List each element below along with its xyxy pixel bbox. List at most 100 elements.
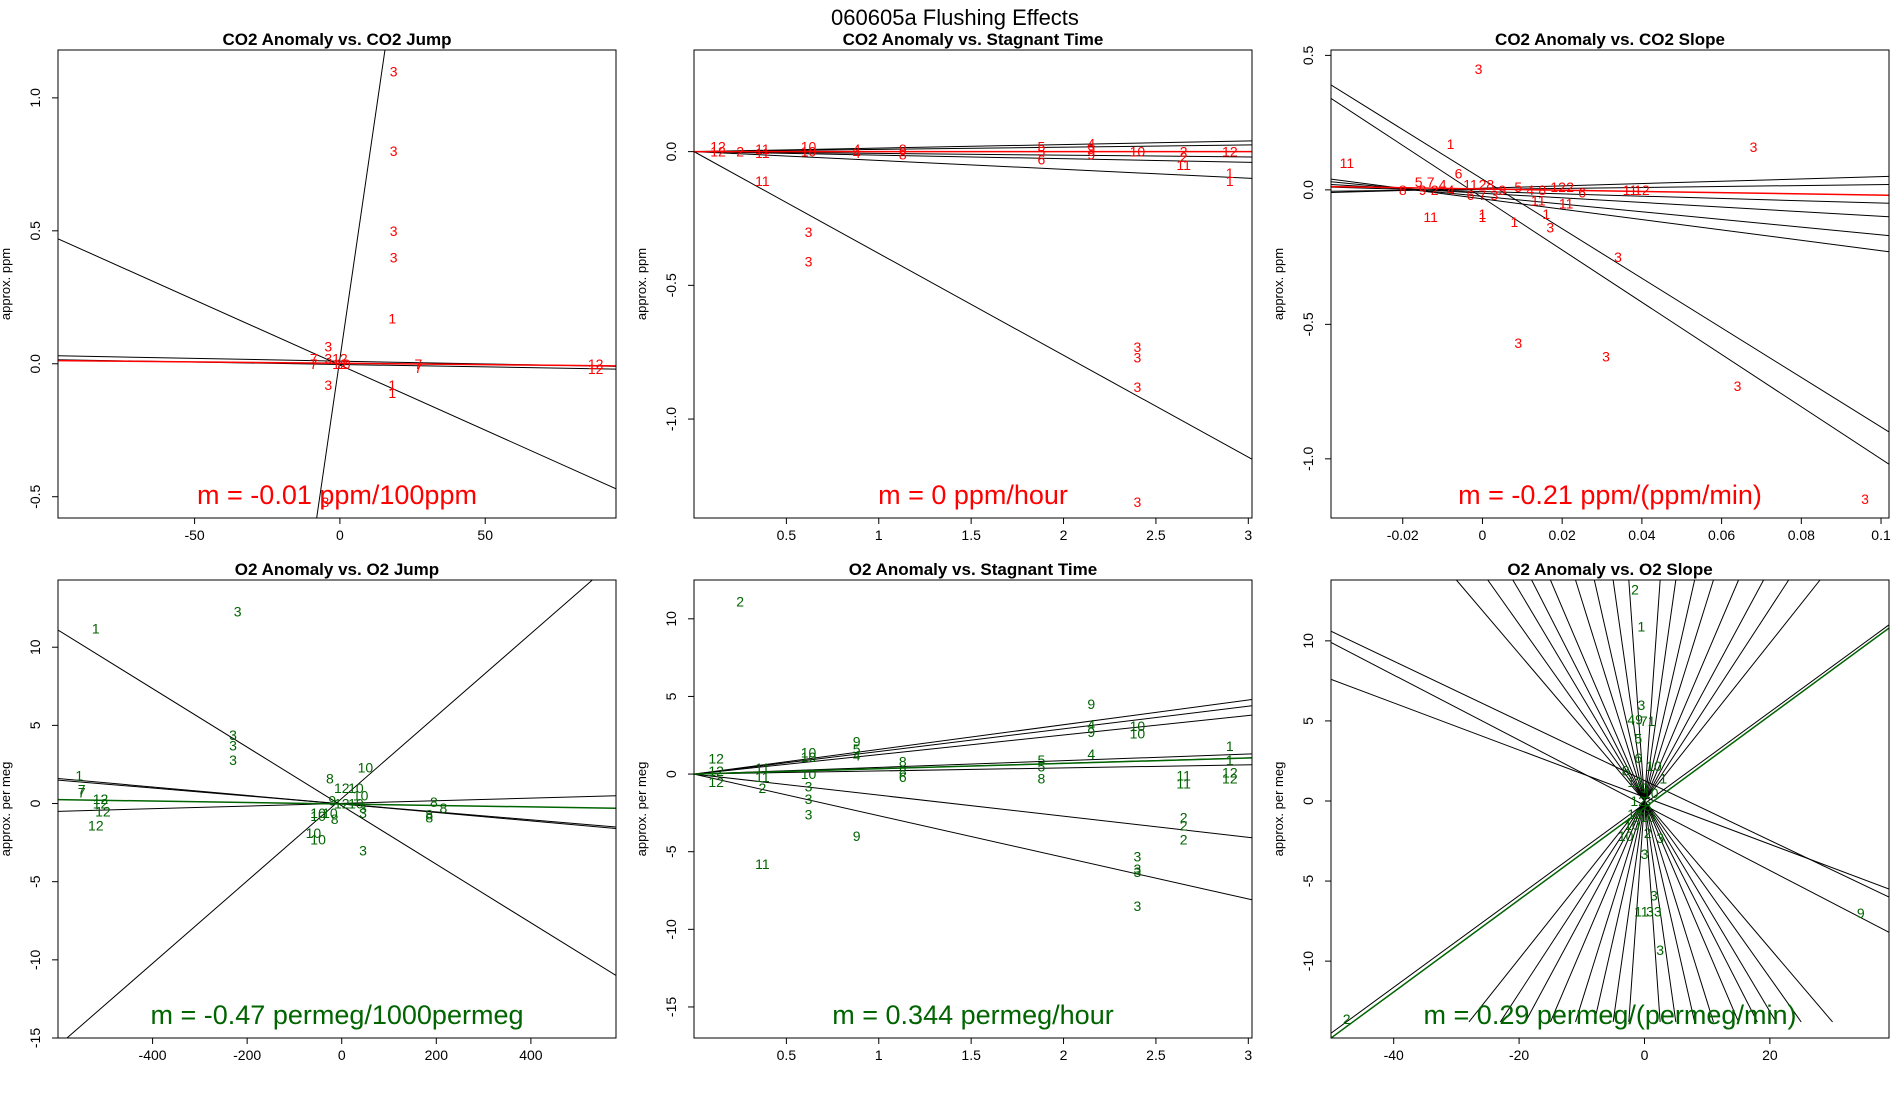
panel5-fit-line xyxy=(694,699,1252,775)
panel5-point-label: 4 xyxy=(1087,746,1095,762)
panel4-point-label: 12 xyxy=(334,780,350,796)
panel3-ylabel: approx. ppm xyxy=(1271,248,1286,320)
panel3-point-label: 3 xyxy=(1614,249,1622,265)
panel6-point-label: 10 xyxy=(1646,758,1662,774)
panel5-fit-line xyxy=(694,773,1252,839)
panel4-point-label: 1 xyxy=(75,767,83,783)
panel4-title: O2 Anomaly vs. O2 Jump xyxy=(235,560,439,579)
panel5-point-label: 10 xyxy=(1130,726,1146,742)
panel4: O2 Anomaly vs. O2 Jump approx. per meg -40… xyxy=(0,560,617,1063)
panel6-point-label: 11 xyxy=(1634,903,1649,919)
panel4-ytick-label: -5 xyxy=(27,875,43,888)
panel5-point-label: 2 xyxy=(1180,810,1188,826)
panel1-point-label: 12 xyxy=(332,350,348,366)
panel1-frame xyxy=(57,49,617,519)
panel2-fit-line xyxy=(694,151,1252,158)
panel3-xtick-label: 0.04 xyxy=(1628,527,1655,543)
panel3-fit-line xyxy=(1331,97,1889,465)
panel4-xtick-label: -400 xyxy=(139,1047,167,1063)
panel4-point-label: 3 xyxy=(229,727,237,743)
panel4-ytick-label: 5 xyxy=(27,721,43,729)
panel2-point-label: 8 xyxy=(899,141,907,157)
panel6-point-label: 9 xyxy=(1857,905,1865,921)
panel3-point-label: 3 xyxy=(1602,349,1610,365)
panel6-point-label: 10 xyxy=(1624,817,1640,833)
panel5-point-label: 10 xyxy=(801,766,817,782)
panel3-point-label: 3 xyxy=(1546,220,1554,236)
panel3-ytick-label: -0.5 xyxy=(1300,312,1316,336)
panel2-frame xyxy=(693,49,1253,519)
panel6-slope-annotation: m = 0.29 permeg/(permeg/min) xyxy=(1424,1000,1797,1030)
panel6-point-label: 49 xyxy=(1627,711,1643,727)
panel5-point-label: 4 xyxy=(1087,716,1095,732)
panel2-point-label: 4 xyxy=(853,145,861,161)
panel6-xtick-label: -40 xyxy=(1384,1047,1404,1063)
panel3-point-label: 11 xyxy=(1623,182,1638,198)
panel2-point-label: 11 xyxy=(1176,157,1191,173)
panel5-xtick-label: 1.5 xyxy=(961,1047,981,1063)
panel5-point-label: 8 xyxy=(1037,771,1045,787)
panel4-xtick-label: -200 xyxy=(233,1047,261,1063)
panel6-point-label: 2 xyxy=(1644,825,1652,841)
panel1-point-label: 12 xyxy=(588,361,604,377)
panel2-fit-lines xyxy=(694,140,1252,460)
panel2-point-label: 12 xyxy=(710,144,726,160)
panel3-point-label: 3 xyxy=(1491,187,1499,203)
panel5-fit-line xyxy=(694,705,1252,775)
panel3-point-label: 1 xyxy=(1447,136,1455,152)
panel2-point-label: 8 xyxy=(899,146,907,162)
panel5-point-label: 3 xyxy=(1134,898,1142,914)
panel3-point-label: 3 xyxy=(1514,335,1522,351)
panel5-ytick-label: 5 xyxy=(663,692,679,700)
panel6-ytick-label: 0 xyxy=(1300,797,1316,805)
panel4-fit-line xyxy=(66,580,593,1038)
panel1-xtick-label: -50 xyxy=(184,527,204,543)
panel6-point-label: 12 xyxy=(1627,774,1643,790)
panel2-point-label: 11 xyxy=(755,173,770,189)
panel1-point-label: 7 xyxy=(310,350,318,366)
panel6-ytick-label: 5 xyxy=(1300,717,1316,725)
panel3-xtick-label: 0.08 xyxy=(1788,527,1815,543)
panel5-point-label: 5 xyxy=(853,741,861,757)
panel2-point-label: 6 xyxy=(1037,152,1045,168)
panel5-point-label: 11 xyxy=(755,769,770,785)
panel1-point-label: 3 xyxy=(321,494,329,510)
panel6-point-label: 1 xyxy=(1659,771,1667,787)
panel1-point-label: 1 xyxy=(388,385,396,401)
panel2-ytick-label: -1.0 xyxy=(663,407,679,431)
panel2-point-label: 3 xyxy=(1134,379,1142,395)
panel5-fit-line xyxy=(694,764,1252,775)
panel3-point-label: 9 xyxy=(1419,182,1427,198)
panel3-frame xyxy=(1330,49,1890,519)
panel5-ytick-label: -15 xyxy=(663,997,679,1017)
panel2-point-label: 3 xyxy=(805,253,813,269)
panel5-fit-line xyxy=(694,773,1252,901)
panel5-point-label: 12 xyxy=(708,751,724,767)
panel3-point-label: 1 xyxy=(1510,214,1518,230)
panel4-point-label: 8 xyxy=(326,771,334,787)
panel6-point-label: 3 xyxy=(1656,942,1664,958)
panel3-fit-line xyxy=(1331,84,1889,433)
panel3: CO2 Anomaly vs. CO2 Slope approx. ppm -0.0… xyxy=(1271,30,1891,543)
panel6-ylabel: approx. per meg xyxy=(1271,762,1286,857)
panel1-point-label: 3 xyxy=(324,338,332,354)
panel4-point-label: 8 xyxy=(439,800,447,816)
panel5-frame xyxy=(693,579,1253,1039)
panel4-point-label: 12 xyxy=(95,803,111,819)
panel3-point-label: 3 xyxy=(1475,61,1483,77)
panel5-point-label: 3 xyxy=(805,806,813,822)
panel5-point-label: 3 xyxy=(1134,864,1142,880)
panel5-point-label: 9 xyxy=(853,828,861,844)
panel3-point-label: 9 xyxy=(1498,182,1506,198)
panel3-point-label: 2 xyxy=(1566,179,1574,195)
panel2-point-label: 10 xyxy=(801,138,817,154)
panel4-point-label: 12 xyxy=(93,791,109,807)
panel1-ytick-label: 1.0 xyxy=(27,88,43,108)
panel6-title: O2 Anomaly vs. O2 Slope xyxy=(1507,560,1712,579)
panel3-point-label: 8 xyxy=(1538,182,1546,198)
panel5-point-label: 9 xyxy=(1087,696,1095,712)
panel2-fit-line xyxy=(694,151,1252,163)
panel4-frame xyxy=(57,579,617,1039)
